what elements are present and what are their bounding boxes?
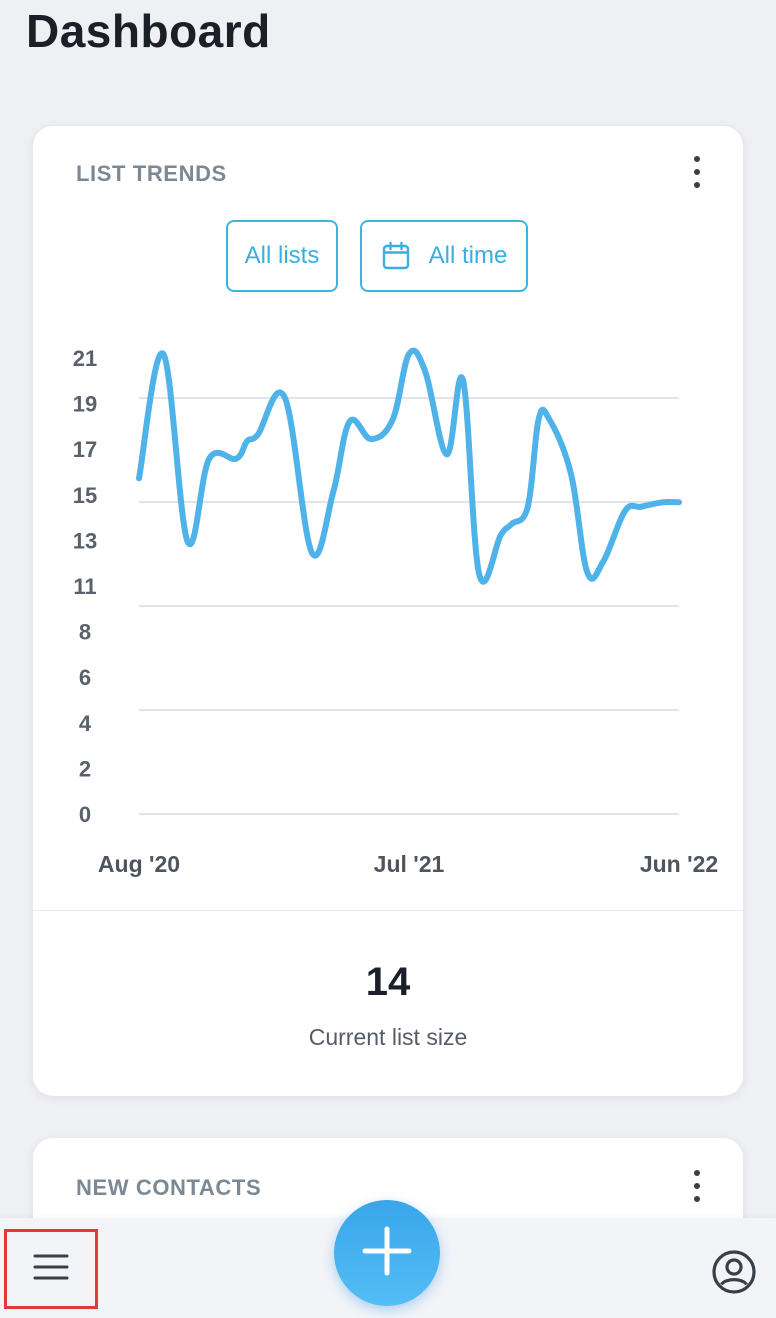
more-vertical-icon [694, 156, 700, 162]
y-tick-label: 4 [79, 711, 92, 736]
x-tick-label: Jul '21 [374, 851, 445, 877]
y-tick-label: 11 [73, 574, 96, 599]
list-size-series-line [136, 347, 682, 585]
y-tick-label: 13 [73, 528, 97, 553]
y-tick-label: 19 [73, 392, 97, 417]
more-vertical-icon [694, 1170, 700, 1176]
calendar-icon [381, 241, 411, 271]
new-contacts-title: NEW CONTACTS [76, 1175, 262, 1200]
y-tick-label: 0 [79, 802, 91, 827]
list-trends-chart: 21 19 17 15 13 11 8 6 4 2 0 Aug '20 Jul '21 Jun '22 [73, 346, 718, 877]
all-lists-filter-button[interactable]: All lists [226, 220, 338, 292]
page-title: Dashboard [26, 5, 271, 57]
y-tick-label: 17 [73, 437, 97, 462]
account-circle-icon [711, 1249, 757, 1300]
y-tick-label: 21 [73, 346, 97, 371]
account-button[interactable] [710, 1249, 758, 1300]
menu-icon [33, 1252, 69, 1287]
x-tick-label: Jun '22 [640, 851, 718, 877]
y-tick-label: 15 [73, 483, 97, 508]
more-vertical-icon-dot [694, 1196, 700, 1202]
more-vertical-icon-dot [694, 1183, 700, 1189]
y-tick-label: 2 [79, 756, 91, 781]
y-tick-label: 6 [79, 665, 91, 690]
plus-icon [360, 1224, 414, 1283]
more-vertical-icon-dot [694, 169, 700, 175]
time-range-filter-button[interactable]: All time [360, 220, 528, 292]
time-range-label: All time [428, 242, 508, 269]
list-trends-card: LIST TRENDS All lists All time 21 19 17 15 1… [33, 126, 743, 1096]
card-divider [33, 910, 743, 911]
more-vertical-icon-dot [694, 182, 700, 188]
bottom-navigation-bar [0, 1200, 776, 1318]
x-tick-label: Aug '20 [98, 851, 180, 877]
current-list-size-value: 14 [365, 960, 411, 1004]
all-lists-label: All lists [244, 242, 320, 269]
current-list-size-label: Current list size [308, 1024, 468, 1050]
list-trends-more-button[interactable] [685, 152, 709, 192]
menu-button[interactable] [4, 1229, 98, 1309]
list-trends-title: LIST TRENDS [76, 161, 227, 186]
new-contacts-more-button[interactable] [685, 1166, 709, 1206]
y-tick-label: 8 [79, 620, 91, 645]
add-button[interactable] [334, 1200, 440, 1306]
